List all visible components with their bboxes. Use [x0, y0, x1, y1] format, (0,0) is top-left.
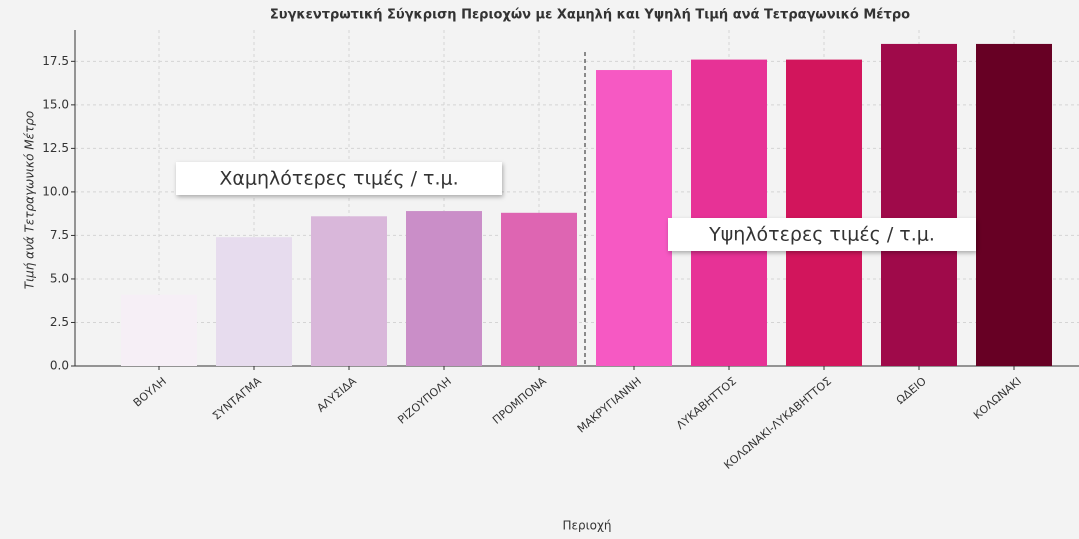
bar	[691, 59, 767, 366]
y-tick-label: 10.0	[42, 184, 69, 198]
y-tick-label: 2.5	[50, 315, 69, 329]
bar	[311, 216, 387, 366]
y-axis-label: Τιμή ανά Τετραγωνικό Μέτρο	[23, 111, 37, 290]
annotation: Χαμηλότερες τιμές / τ.μ.	[219, 168, 458, 190]
annotation-box	[176, 162, 502, 195]
y-tick-label: 17.5	[42, 54, 69, 68]
bar	[976, 43, 1052, 366]
bar	[786, 59, 862, 366]
bar	[881, 43, 957, 366]
bar	[406, 211, 482, 366]
annotation: Υψηλότερες τιμές / τ.μ.	[708, 224, 935, 246]
y-tick-label: 5.0	[50, 271, 69, 285]
bar	[501, 212, 577, 366]
x-axis-label: Περιοχή	[562, 519, 611, 533]
y-tick-label: 7.5	[50, 228, 69, 242]
y-tick-label: 12.5	[42, 141, 69, 155]
y-tick-label: 15.0	[42, 97, 69, 111]
bar	[596, 70, 672, 367]
chart-title: Συγκεντρωτική Σύγκριση Περιοχών με Χαμηλ…	[270, 8, 910, 23]
annotation-box	[668, 218, 976, 251]
y-tick-label: 0.0	[50, 359, 69, 373]
bar	[216, 237, 292, 366]
bar	[121, 294, 197, 366]
